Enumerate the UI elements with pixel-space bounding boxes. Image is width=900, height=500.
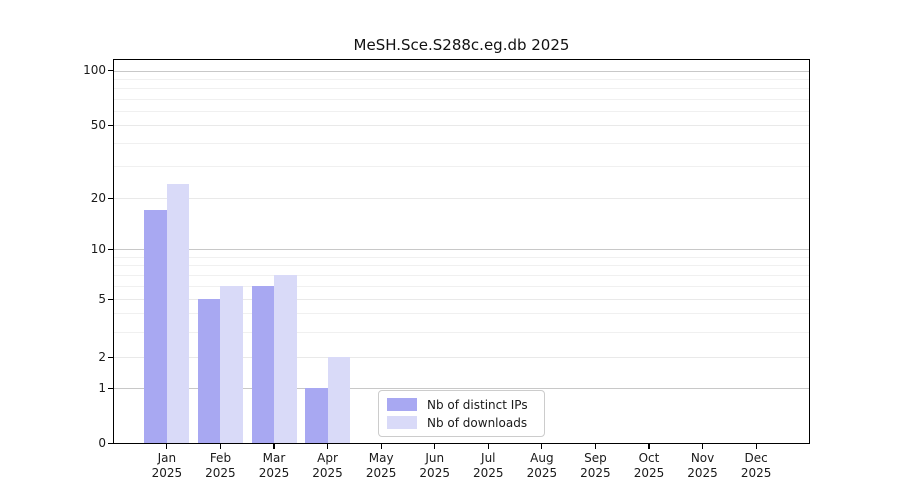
bar-apr-distinct-ips — [305, 388, 328, 444]
bar-feb-downloads — [220, 286, 243, 444]
minor-gridline — [114, 331, 809, 333]
minor-gridline — [114, 110, 809, 112]
mid-gridline — [114, 357, 809, 359]
legend-label: Nb of distinct IPs — [427, 397, 528, 412]
y-axis-tick-label: 5 — [98, 291, 106, 306]
x-axis-tick — [594, 444, 596, 449]
bar-mar-distinct-ips — [251, 286, 274, 444]
minor-gridline — [114, 78, 809, 80]
minor-gridline — [114, 275, 809, 277]
x-axis-tick-label: Jul 2025 — [473, 451, 504, 480]
major-gridline — [114, 70, 809, 72]
x-axis-tick — [541, 444, 543, 449]
minor-gridline — [114, 313, 809, 315]
x-axis-tick — [166, 444, 168, 449]
x-axis-tick — [701, 444, 704, 449]
minor-gridline — [114, 286, 809, 288]
major-gridline — [114, 249, 809, 251]
legend-item: Nb of distinct IPs — [387, 398, 536, 412]
legend-item: Nb of downloads — [387, 416, 536, 430]
y-axis-tick-label: 1 — [98, 380, 106, 395]
x-axis-tick — [380, 444, 382, 449]
x-axis-tick — [273, 444, 275, 449]
x-axis-tick — [648, 444, 650, 449]
y-axis-tick-label: 50 — [90, 117, 106, 132]
x-axis-tick — [219, 444, 222, 449]
x-axis-tick — [434, 444, 436, 449]
x-axis-tick — [755, 444, 757, 449]
bar-mar-downloads — [274, 275, 297, 444]
y-axis-tick — [108, 124, 113, 126]
minor-gridline — [114, 265, 809, 267]
x-axis-tick-label: Dec 2025 — [740, 451, 772, 480]
legend-label: Nb of downloads — [427, 415, 528, 430]
x-axis-tick-label: Nov 2025 — [687, 451, 718, 480]
mid-gridline — [114, 299, 809, 301]
bar-jan-distinct-ips — [144, 210, 167, 444]
x-axis-tick-label: Sep 2025 — [580, 451, 611, 480]
y-axis-tick — [108, 387, 113, 389]
legend-swatch-icon — [387, 416, 417, 429]
legend: Nb of distinct IPs Nb of downloads — [378, 390, 545, 437]
y-axis-tick-label: 20 — [90, 190, 106, 205]
x-axis-tick-label: Jan 2025 — [151, 451, 183, 480]
x-axis-tick — [487, 444, 489, 449]
x-axis-tick — [326, 444, 329, 449]
y-axis-tick — [108, 248, 113, 251]
bar-jan-downloads — [166, 183, 190, 444]
minor-gridline — [114, 256, 809, 258]
minor-gridline — [114, 165, 809, 167]
y-axis-tick-label: 100 — [83, 63, 106, 78]
y-axis-tick-label: 2 — [98, 349, 106, 364]
y-axis-tick-label: 10 — [90, 241, 106, 256]
x-axis-tick-label: Jun 2025 — [419, 451, 450, 480]
mid-gridline — [114, 198, 809, 200]
bar-feb-distinct-ips — [197, 299, 221, 444]
y-axis-tick — [108, 298, 113, 300]
x-axis-tick-label: Mar 2025 — [258, 451, 290, 480]
chart-title: MeSH.Sce.S288c.eg.db 2025 — [353, 36, 570, 54]
y-axis-tick — [108, 197, 113, 199]
y-axis-tick — [108, 442, 113, 444]
legend-swatch-icon — [387, 398, 417, 411]
mid-gridline — [114, 125, 809, 127]
minor-gridline — [114, 88, 809, 90]
y-axis-tick — [108, 356, 113, 358]
x-axis-tick-label: Aug 2025 — [526, 451, 558, 480]
x-axis-tick-label: Feb 2025 — [205, 451, 236, 480]
minor-gridline — [114, 143, 809, 145]
major-gridline — [114, 388, 809, 390]
x-axis-tick-label: Apr 2025 — [312, 451, 343, 480]
y-axis-tick-label: 0 — [98, 435, 106, 450]
bar-apr-downloads — [327, 357, 351, 444]
minor-gridline — [114, 98, 809, 100]
x-axis-tick-label: Oct 2025 — [633, 451, 665, 480]
y-axis-tick — [108, 70, 113, 72]
x-axis-tick-label: May 2025 — [365, 451, 397, 480]
